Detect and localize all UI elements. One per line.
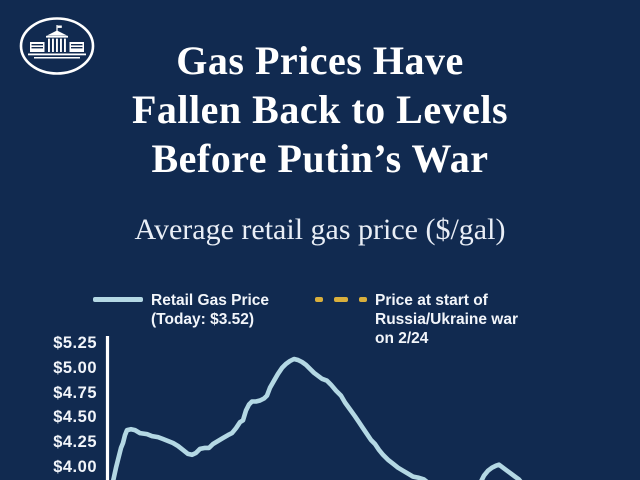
retail-line-swatch — [93, 297, 143, 302]
chart-subtitle: Average retail gas price ($/gal) — [134, 213, 506, 246]
retail-price-line — [110, 356, 523, 480]
dash-segment — [359, 297, 367, 302]
page-title: Gas Prices Have Fallen Back to Levels Be… — [0, 36, 640, 183]
white-house-logo — [19, 17, 95, 75]
legend-item-war-price: Price at start of Russia/Ukraine war on … — [315, 291, 518, 348]
legend-item-retail: Retail Gas Price (Today: $3.52) — [93, 291, 269, 329]
dash-segment — [315, 297, 323, 302]
white-house-facade-icon — [28, 25, 86, 59]
logo-oval — [19, 17, 95, 75]
war-price-dashed-swatch — [315, 297, 367, 302]
title-line-2: Fallen Back to Levels — [131, 87, 509, 132]
title-line-3: Before Putin’s War — [151, 136, 489, 181]
legend-label-war-price: Price at start of Russia/Ukraine war on … — [375, 292, 519, 347]
title-line-1: Gas Prices Have — [176, 38, 464, 83]
legend-label-retail: Retail Gas Price (Today: $3.52) — [151, 292, 270, 328]
dash-segment — [334, 297, 348, 302]
